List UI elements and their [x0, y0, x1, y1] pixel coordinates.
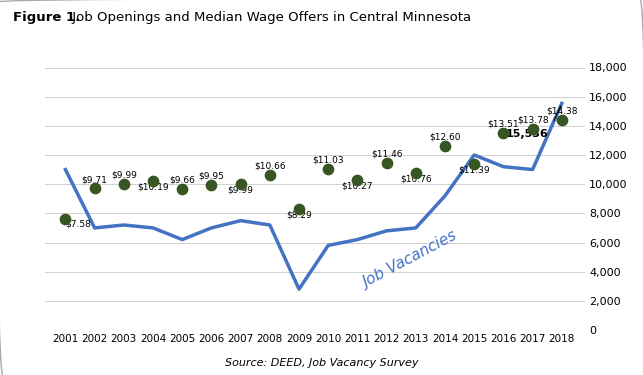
Point — [352, 177, 363, 183]
Text: $9.99: $9.99 — [228, 186, 253, 195]
Point — [235, 182, 246, 188]
Point — [89, 185, 100, 191]
Text: Figure 1.: Figure 1. — [13, 11, 80, 24]
Text: $13.78: $13.78 — [517, 116, 548, 124]
Point — [206, 182, 217, 188]
Point — [60, 216, 71, 222]
Point — [323, 166, 333, 172]
Point — [440, 143, 450, 149]
Text: $11.39: $11.39 — [458, 165, 490, 174]
Text: $11.03: $11.03 — [312, 156, 344, 165]
Point — [411, 170, 421, 176]
Text: $9.66: $9.66 — [169, 176, 195, 185]
Point — [119, 182, 129, 188]
Text: $8.29: $8.29 — [286, 210, 312, 219]
Point — [381, 160, 392, 166]
Text: 15,536: 15,536 — [506, 129, 548, 139]
Text: $10.66: $10.66 — [254, 161, 285, 170]
Point — [265, 171, 275, 177]
Text: $14.38: $14.38 — [546, 106, 577, 115]
Point — [527, 126, 538, 132]
Text: Source: DEED, Job Vacancy Survey: Source: DEED, Job Vacancy Survey — [225, 357, 418, 368]
Text: $11.46: $11.46 — [371, 150, 403, 159]
Point — [557, 117, 567, 123]
Text: Job Vacancies: Job Vacancies — [360, 229, 460, 291]
Point — [148, 178, 158, 184]
Point — [177, 186, 187, 192]
Text: Job Openings and Median Wage Offers in Central Minnesota: Job Openings and Median Wage Offers in C… — [68, 11, 471, 24]
Text: $10.19: $10.19 — [137, 183, 169, 192]
Text: $9.99: $9.99 — [111, 171, 137, 180]
Point — [294, 206, 304, 212]
Text: $13.51: $13.51 — [487, 120, 519, 129]
Text: $9.95: $9.95 — [199, 171, 224, 180]
Text: $10.76: $10.76 — [400, 174, 431, 183]
Text: $9.71: $9.71 — [82, 175, 107, 184]
Text: $12.60: $12.60 — [430, 133, 461, 142]
Point — [498, 130, 509, 136]
Text: $7.58: $7.58 — [66, 219, 91, 228]
Text: $10.27: $10.27 — [341, 182, 373, 190]
Point — [469, 161, 479, 167]
